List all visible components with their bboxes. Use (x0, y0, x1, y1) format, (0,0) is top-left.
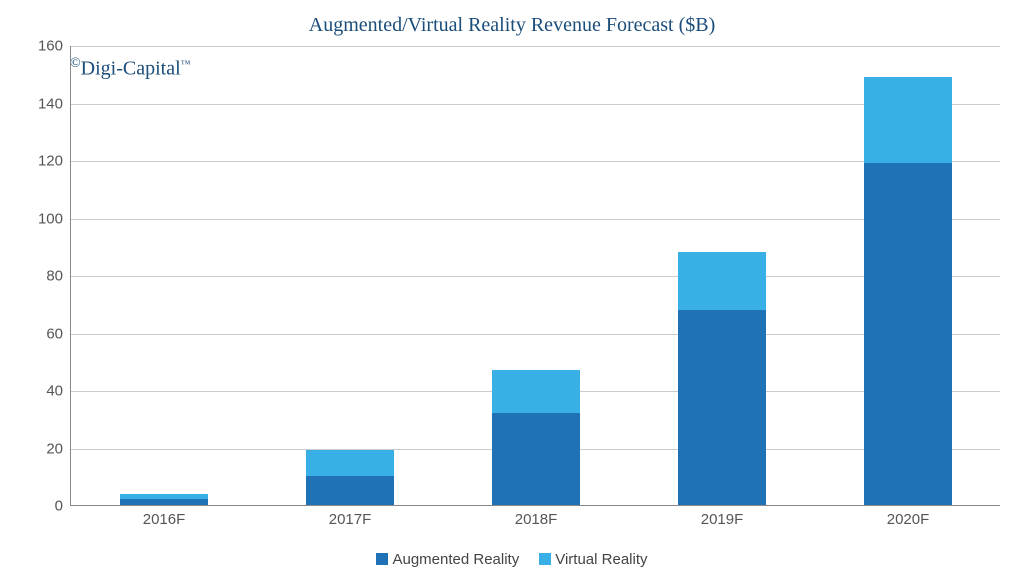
xtick-label: 2020F (887, 505, 930, 528)
chart-title: Augmented/Virtual Reality Revenue Foreca… (0, 0, 1024, 37)
legend: Augmented Reality Virtual Reality (0, 551, 1024, 568)
xtick-label: 2017F (329, 505, 372, 528)
legend-swatch (376, 553, 388, 565)
bar-segment (678, 252, 766, 310)
xtick-label: 2016F (143, 505, 186, 528)
ytick-label: 120 (38, 153, 71, 170)
bar: 2018F (492, 370, 580, 505)
xtick-label: 2019F (701, 505, 744, 528)
bar: 2020F (864, 77, 952, 505)
bar-segment (492, 413, 580, 505)
legend-item: Virtual Reality (539, 551, 647, 568)
bar-segment (306, 450, 394, 476)
ytick-label: 0 (55, 498, 71, 515)
bar: 2017F (306, 450, 394, 505)
gridline (71, 219, 1000, 220)
ytick-label: 60 (46, 325, 71, 342)
bar-segment (306, 476, 394, 505)
plot-area: 0204060801001201401602016F2017F2018F2019… (70, 46, 1000, 506)
ytick-label: 20 (46, 440, 71, 457)
gridline (71, 161, 1000, 162)
legend-label: Augmented Reality (392, 551, 519, 568)
ytick-label: 140 (38, 95, 71, 112)
bar: 2016F (120, 494, 208, 506)
ytick-label: 100 (38, 210, 71, 227)
gridline (71, 276, 1000, 277)
xtick-label: 2018F (515, 505, 558, 528)
ytick-label: 160 (38, 38, 71, 55)
bar-segment (492, 370, 580, 413)
bar-segment (864, 163, 952, 505)
gridline (71, 104, 1000, 105)
bar-segment (678, 310, 766, 506)
legend-item: Augmented Reality (376, 551, 519, 568)
gridline (71, 46, 1000, 47)
bar-segment (864, 77, 952, 163)
legend-swatch (539, 553, 551, 565)
ytick-label: 40 (46, 383, 71, 400)
bar: 2019F (678, 252, 766, 505)
gridline (71, 334, 1000, 335)
legend-label: Virtual Reality (555, 551, 647, 568)
ytick-label: 80 (46, 268, 71, 285)
